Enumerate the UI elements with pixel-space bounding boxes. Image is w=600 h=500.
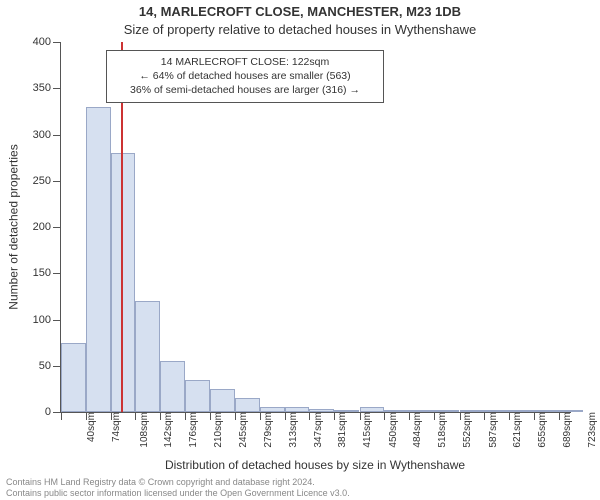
x-tick [559,412,560,420]
x-tick [210,412,211,420]
plot-area: 05010015020025030035040040sqm74sqm108sqm… [60,42,571,413]
x-tick [185,412,186,420]
annotation-line: ← 64% of detached houses are smaller (56… [115,69,375,83]
histogram-bar [61,343,86,412]
x-tick [61,412,62,420]
footer-line: Contains HM Land Registry data © Crown c… [6,477,350,487]
x-tick-label: 347sqm [302,412,323,448]
histogram-bar [86,107,111,412]
annotation-line: 14 MARLECROFT CLOSE: 122sqm [115,55,375,69]
x-tick-label: 723sqm [576,412,597,448]
x-tick-label: 176sqm [178,412,199,448]
x-tick [86,412,87,420]
annotation-line: 36% of semi-detached houses are larger (… [115,83,375,97]
histogram-bar [160,361,185,412]
footer-line: Contains public sector information licen… [6,488,350,498]
x-tick-label: 210sqm [203,412,224,448]
annotation-box: 14 MARLECROFT CLOSE: 122sqm ← 64% of det… [106,50,384,103]
x-tick-label: 381sqm [327,412,348,448]
x-tick [135,412,136,420]
x-tick-label: 689sqm [552,412,573,448]
x-tick [111,412,112,420]
y-tick-label: 250 [33,175,61,187]
x-tick-label: 484sqm [402,412,423,448]
chart-title-main: 14, MARLECROFT CLOSE, MANCHESTER, M23 1D… [0,4,600,19]
x-tick [309,412,310,420]
x-tick-label: 108sqm [128,412,149,448]
x-tick-label: 552sqm [452,412,473,448]
x-tick [484,412,485,420]
x-tick-label: 415sqm [352,412,373,448]
y-tick-label: 0 [45,406,61,418]
histogram-bar [185,380,210,412]
x-tick [409,412,410,420]
chart-title-sub: Size of property relative to detached ho… [0,22,600,37]
y-tick-label: 400 [33,36,61,48]
y-tick-label: 50 [39,360,61,372]
x-tick-label: 655sqm [527,412,548,448]
x-tick-label: 518sqm [427,412,448,448]
x-tick [434,412,435,420]
y-axis-label: Number of detached properties [6,42,22,412]
x-tick-label: 142sqm [153,412,174,448]
x-tick [160,412,161,420]
histogram-bar [111,153,136,412]
histogram-bar [210,389,235,412]
x-tick-label: 279sqm [253,412,274,448]
y-tick-label: 100 [33,314,61,326]
histogram-bar [135,301,160,412]
footer-attribution: Contains HM Land Registry data © Crown c… [6,477,350,498]
y-tick-label: 200 [33,221,61,233]
y-tick-label: 350 [33,82,61,94]
chart-container: 14, MARLECROFT CLOSE, MANCHESTER, M23 1D… [0,0,600,500]
x-tick [285,412,286,420]
x-axis-label: Distribution of detached houses by size … [60,458,570,472]
x-tick-label: 587sqm [477,412,498,448]
histogram-bar [235,398,260,412]
y-axis-label-text: Number of detached properties [7,144,21,309]
x-tick [460,412,461,420]
x-tick [360,412,361,420]
x-tick-label: 313sqm [278,412,299,448]
x-tick [534,412,535,420]
x-tick-label: 245sqm [228,412,249,448]
x-tick [260,412,261,420]
x-tick-label: 450sqm [377,412,398,448]
x-tick [509,412,510,420]
y-tick-label: 150 [33,267,61,279]
x-tick [384,412,385,420]
x-tick-label: 621sqm [502,412,523,448]
y-tick-label: 300 [33,129,61,141]
x-tick [235,412,236,420]
x-tick [334,412,335,420]
